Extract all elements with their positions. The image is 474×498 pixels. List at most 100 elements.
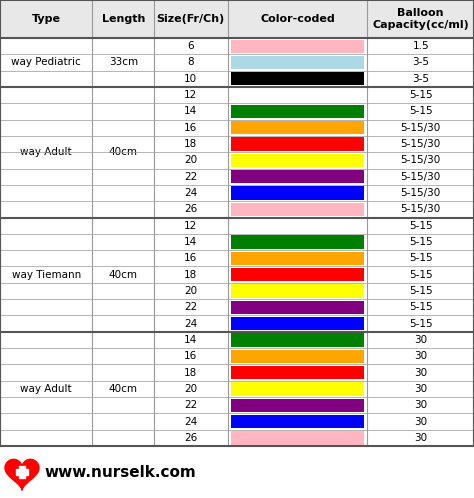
Text: Color-coded: Color-coded: [260, 14, 335, 24]
Bar: [0, 234, 474, 250]
Text: 14: 14: [184, 107, 197, 117]
Bar: [0, 38, 474, 54]
Text: 3-5: 3-5: [412, 74, 429, 84]
Bar: [230, 284, 365, 298]
Text: 14: 14: [184, 237, 197, 247]
Bar: [230, 39, 365, 53]
Text: 5-15/30: 5-15/30: [401, 188, 441, 198]
Text: 40cm: 40cm: [109, 269, 138, 280]
Text: 26: 26: [184, 204, 197, 214]
Bar: [0, 218, 474, 234]
Bar: [0, 136, 474, 152]
Bar: [0, 365, 474, 380]
Text: 5-15/30: 5-15/30: [401, 139, 441, 149]
Text: way Adult: way Adult: [20, 384, 72, 394]
Text: 5-15/30: 5-15/30: [401, 155, 441, 165]
Bar: [0, 315, 474, 332]
Text: 5-15/30: 5-15/30: [401, 123, 441, 133]
Bar: [0, 430, 474, 446]
Text: 5-15: 5-15: [409, 107, 432, 117]
Text: 5-15: 5-15: [409, 302, 432, 312]
Bar: [0, 413, 474, 430]
Bar: [0, 250, 474, 266]
Bar: [230, 415, 365, 428]
Bar: [230, 382, 365, 395]
Bar: [230, 268, 365, 281]
Text: 30: 30: [414, 384, 427, 394]
Bar: [230, 431, 365, 445]
Bar: [0, 380, 474, 397]
Bar: [0, 54, 474, 71]
Bar: [0, 152, 474, 168]
Bar: [230, 203, 365, 216]
Text: 5-15/30: 5-15/30: [401, 172, 441, 182]
Bar: [230, 251, 365, 265]
Bar: [0, 266, 474, 283]
Text: 40cm: 40cm: [109, 147, 138, 157]
Text: 30: 30: [414, 416, 427, 426]
Text: Type: Type: [32, 14, 61, 24]
Text: 16: 16: [184, 253, 197, 263]
Bar: [230, 154, 365, 167]
Text: 18: 18: [184, 368, 197, 377]
Bar: [230, 186, 365, 200]
Text: 5-15: 5-15: [409, 221, 432, 231]
Bar: [230, 236, 365, 249]
Text: 18: 18: [184, 139, 197, 149]
Text: 5-15/30: 5-15/30: [401, 204, 441, 214]
Text: 22: 22: [184, 400, 197, 410]
Text: 8: 8: [188, 57, 194, 68]
Text: 1.5: 1.5: [412, 41, 429, 51]
Bar: [230, 301, 365, 314]
Bar: [230, 398, 365, 412]
Text: 5-15: 5-15: [409, 286, 432, 296]
Polygon shape: [19, 466, 25, 478]
Bar: [230, 72, 365, 86]
Text: 5-15: 5-15: [409, 269, 432, 280]
Polygon shape: [5, 459, 39, 490]
Bar: [230, 105, 365, 118]
Text: way Tiemann: way Tiemann: [11, 269, 81, 280]
Text: 30: 30: [414, 433, 427, 443]
Bar: [0, 0, 474, 38]
Text: 22: 22: [184, 302, 197, 312]
Text: 3-5: 3-5: [412, 57, 429, 68]
Text: www.nurselk.com: www.nurselk.com: [44, 465, 196, 480]
Text: 6: 6: [188, 41, 194, 51]
Bar: [230, 219, 365, 233]
Bar: [0, 185, 474, 201]
Text: way Adult: way Adult: [20, 147, 72, 157]
Bar: [0, 348, 474, 365]
Bar: [0, 120, 474, 136]
Text: Size(Fr/Ch): Size(Fr/Ch): [157, 14, 225, 24]
Text: 20: 20: [184, 286, 197, 296]
Text: 5-15: 5-15: [409, 237, 432, 247]
Text: 16: 16: [184, 351, 197, 361]
Bar: [0, 201, 474, 218]
Text: 24: 24: [184, 319, 197, 329]
Polygon shape: [16, 469, 28, 475]
Bar: [230, 89, 365, 102]
Text: 5-15: 5-15: [409, 253, 432, 263]
Bar: [230, 170, 365, 183]
Text: 12: 12: [184, 221, 197, 231]
Bar: [230, 366, 365, 379]
Bar: [0, 103, 474, 120]
Text: 30: 30: [414, 335, 427, 345]
Text: way Pediatric: way Pediatric: [11, 57, 81, 68]
Bar: [230, 350, 365, 363]
Bar: [0, 397, 474, 413]
Text: 30: 30: [414, 368, 427, 377]
Bar: [0, 283, 474, 299]
Text: 40cm: 40cm: [109, 384, 138, 394]
Text: 5-15: 5-15: [409, 90, 432, 100]
Text: 33cm: 33cm: [109, 57, 138, 68]
Bar: [230, 333, 365, 347]
Text: 18: 18: [184, 269, 197, 280]
Bar: [0, 87, 474, 103]
Bar: [0, 299, 474, 315]
Bar: [0, 168, 474, 185]
Text: Length: Length: [101, 14, 145, 24]
Text: 30: 30: [414, 400, 427, 410]
Bar: [0, 332, 474, 348]
